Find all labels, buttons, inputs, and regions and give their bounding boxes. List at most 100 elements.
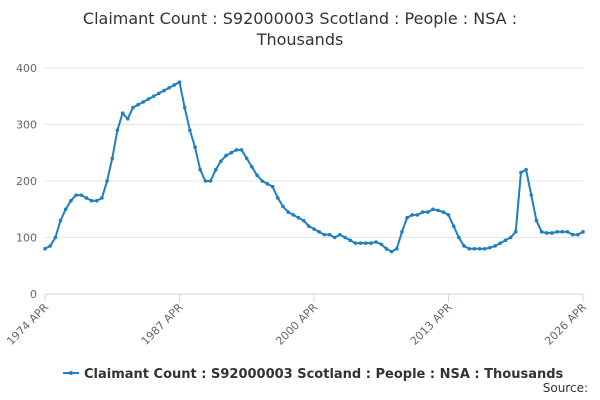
point [570, 232, 575, 237]
point [400, 230, 404, 234]
point [94, 198, 99, 203]
point [405, 215, 409, 220]
point [188, 128, 192, 132]
point [162, 88, 166, 93]
point [524, 167, 528, 172]
point [69, 198, 73, 203]
point [462, 244, 466, 248]
point [172, 83, 177, 87]
point [322, 232, 327, 237]
point [358, 241, 363, 245]
point [141, 100, 146, 104]
point [477, 247, 482, 251]
legend-label: Claimant Count : S92000003 Scotland : Pe… [84, 367, 564, 382]
legend-marker [69, 371, 73, 375]
series-line [44, 80, 584, 253]
point [369, 241, 373, 245]
point [105, 179, 109, 183]
point [389, 249, 394, 254]
x-tick-label: 2013 APR [408, 301, 455, 348]
point [177, 80, 182, 84]
point [363, 241, 368, 245]
y-tick-label: 200 [16, 175, 37, 188]
point [379, 242, 384, 247]
point [348, 238, 353, 243]
point [312, 227, 316, 231]
point [219, 159, 223, 164]
point [327, 232, 332, 237]
point [426, 210, 430, 214]
point [265, 182, 270, 186]
point [79, 193, 84, 197]
point [146, 97, 151, 101]
point [332, 235, 337, 240]
point [519, 170, 523, 175]
point [234, 148, 239, 152]
point [457, 235, 461, 240]
point [136, 102, 140, 107]
point [213, 167, 218, 172]
point [244, 156, 249, 161]
point [260, 179, 265, 183]
point [581, 230, 585, 234]
point [488, 245, 492, 250]
point [74, 193, 78, 197]
point [250, 165, 254, 169]
point [151, 94, 156, 99]
point [503, 238, 508, 243]
point [120, 111, 125, 115]
point [58, 218, 63, 223]
point [296, 215, 301, 220]
point [555, 230, 559, 234]
point [89, 198, 94, 203]
point [224, 153, 228, 158]
point [394, 247, 399, 251]
point [384, 247, 389, 251]
chart-subtitle: Thousands [256, 30, 344, 49]
point [125, 117, 130, 121]
point [239, 148, 244, 152]
point [508, 235, 513, 240]
point [539, 230, 544, 234]
point [576, 232, 580, 237]
point [317, 230, 321, 234]
point [472, 247, 477, 251]
point [203, 179, 208, 183]
x-tick-label: 2026 APR [542, 301, 589, 348]
point [550, 231, 554, 235]
point [565, 230, 570, 234]
point [53, 235, 58, 240]
x-tick-label: 1987 APR [139, 301, 186, 348]
point [343, 235, 347, 240]
point [410, 213, 415, 217]
point [446, 213, 451, 217]
point [270, 184, 275, 189]
point [63, 207, 68, 212]
point [229, 150, 234, 155]
point [493, 244, 497, 248]
point [301, 218, 306, 223]
point [353, 241, 358, 245]
point [286, 210, 290, 214]
y-tick-label: 100 [16, 232, 37, 245]
point [529, 193, 534, 197]
point [436, 208, 440, 213]
point [415, 213, 420, 217]
y-tick-label: 0 [30, 288, 37, 301]
point [431, 207, 435, 212]
point [131, 105, 135, 110]
point [43, 247, 47, 251]
point [100, 196, 104, 200]
point [338, 232, 342, 237]
chart-title: Claimant Count : S92000003 Scotland : Pe… [83, 9, 517, 28]
point [374, 240, 378, 244]
point [441, 210, 446, 214]
point [482, 247, 487, 251]
point [560, 230, 565, 234]
point [182, 105, 187, 110]
point [84, 196, 89, 200]
point [281, 204, 285, 209]
point [544, 231, 549, 235]
point [193, 145, 197, 149]
